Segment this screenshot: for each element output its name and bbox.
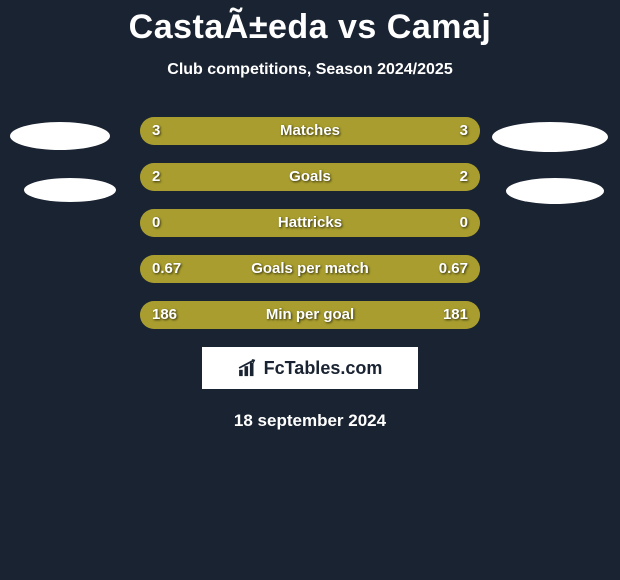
brand-text: FcTables.com <box>264 358 383 379</box>
bar-chart-icon <box>238 359 260 377</box>
page-title: CastaÃ±eda vs Camaj <box>0 0 620 47</box>
stat-label: Goals <box>140 163 480 191</box>
stat-label: Hattricks <box>140 209 480 237</box>
stat-label: Goals per match <box>140 255 480 283</box>
decorative-oval <box>506 178 604 204</box>
decorative-oval <box>10 122 110 150</box>
stat-label: Matches <box>140 117 480 145</box>
stat-row: 33Matches <box>140 117 480 145</box>
stat-row: 00Hattricks <box>140 209 480 237</box>
brand-badge: FcTables.com <box>202 347 418 389</box>
stat-row: 0.670.67Goals per match <box>140 255 480 283</box>
decorative-oval <box>24 178 116 202</box>
decorative-oval <box>492 122 608 152</box>
stat-label: Min per goal <box>140 301 480 329</box>
date-text: 18 september 2024 <box>0 411 620 431</box>
subtitle: Club competitions, Season 2024/2025 <box>0 61 620 79</box>
stat-row: 22Goals <box>140 163 480 191</box>
stat-row: 186181Min per goal <box>140 301 480 329</box>
